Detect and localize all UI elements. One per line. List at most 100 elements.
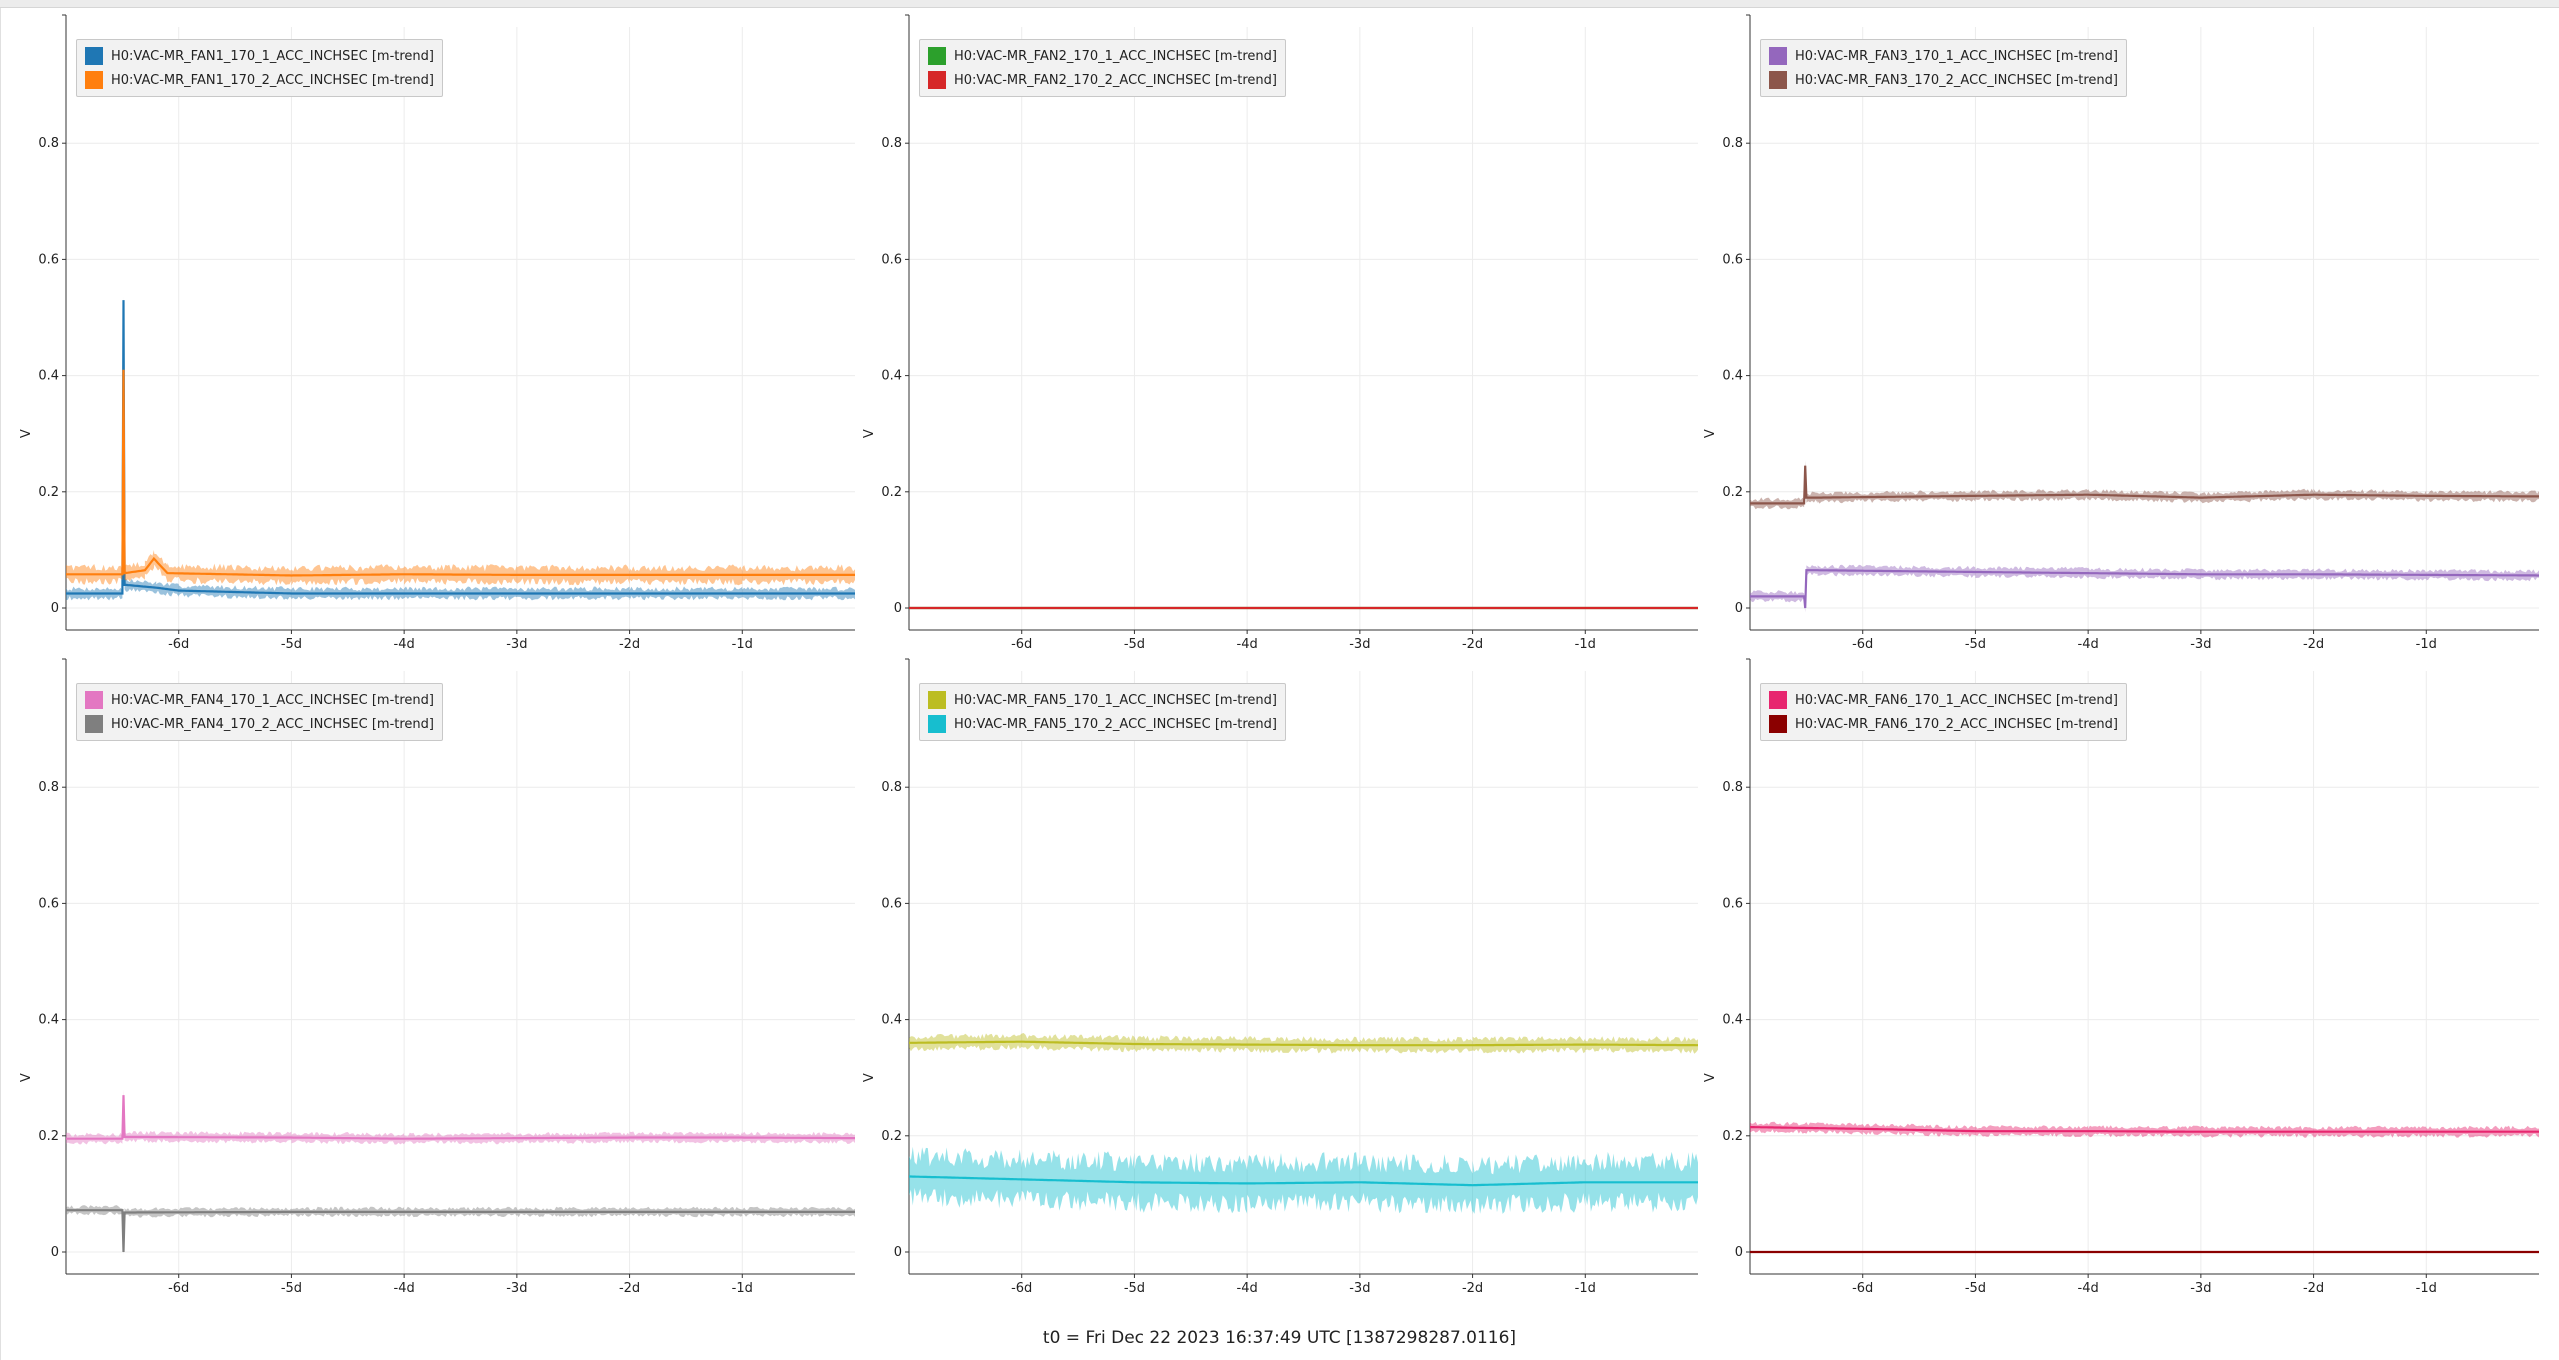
legend-swatch xyxy=(928,691,946,709)
x-tick-label: -6d xyxy=(1011,637,1032,652)
x-tick-label: -2d xyxy=(619,637,640,652)
x-tick-label: -3d xyxy=(1349,637,1370,652)
y-tick-label: 0.2 xyxy=(38,485,59,500)
x-tick-label: -4d xyxy=(2078,1281,2099,1296)
legend-item[interactable]: H0:VAC-MR_FAN4_170_2_ACC_INCHSEC [m-tren… xyxy=(85,712,434,736)
plot-panel: 0 0.2 0.4 0.6 0.8 -6d -5d -4d -3d -2d -1d V H0:VAC-M… xyxy=(1703,14,2554,670)
plot-panel: 0 0.2 0.4 0.6 0.8 -6d -5d -4d -3d -2d -1d V H0:VAC-M… xyxy=(862,14,1713,670)
plot-area: 0 0.2 0.4 0.6 0.8 -6d -5d -4d -3d -2d -1d V xyxy=(19,14,855,652)
y-tick-label: 0.2 xyxy=(881,485,902,500)
x-tick-label: -1d xyxy=(732,1281,753,1296)
plot-canvas: 0 0.2 0.4 0.6 0.8 -6d -5d -4d -3d -2d -1d V xyxy=(862,658,1698,1296)
legend-swatch xyxy=(85,47,103,65)
plot-area: 0 0.2 0.4 0.6 0.8 -6d -5d -4d -3d -2d -1d V xyxy=(1703,658,2539,1296)
plot-panel: 0 0.2 0.4 0.6 0.8 -6d -5d -4d -3d -2d -1d V H0:VAC-M… xyxy=(19,14,870,670)
x-tick-label: -5d xyxy=(281,1281,302,1296)
time-origin-label: t0 = Fri Dec 22 2023 16:37:49 UTC [13872… xyxy=(1042,1328,1517,1348)
legend-label: H0:VAC-MR_FAN6_170_1_ACC_INCHSEC [m-tren… xyxy=(1795,692,2118,708)
y-tick-label: 0 xyxy=(51,1245,59,1260)
y-axis-label: V xyxy=(19,429,34,438)
x-tick-label: -2d xyxy=(2303,1281,2324,1296)
series-band xyxy=(1750,564,2539,613)
legend: H0:VAC-MR_FAN3_170_1_ACC_INCHSEC [m-tren… xyxy=(1760,39,2127,97)
y-tick-label: 0.6 xyxy=(1722,896,1743,911)
y-tick-label: 0.4 xyxy=(881,369,902,384)
y-tick-label: 0.6 xyxy=(38,252,59,267)
x-tick-label: -1d xyxy=(1575,637,1596,652)
legend-item[interactable]: H0:VAC-MR_FAN5_170_1_ACC_INCHSEC [m-tren… xyxy=(928,688,1277,712)
series-line xyxy=(66,1095,855,1140)
y-tick-label: 0.4 xyxy=(38,369,59,384)
y-tick-label: 0.6 xyxy=(1722,252,1743,267)
legend-swatch xyxy=(85,715,103,733)
legend-label: H0:VAC-MR_FAN1_170_1_ACC_INCHSEC [m-tren… xyxy=(111,48,434,64)
plot-canvas: 0 0.2 0.4 0.6 0.8 -6d -5d -4d -3d -2d -1d V xyxy=(19,14,855,652)
y-tick-label: 0.4 xyxy=(38,1013,59,1028)
legend-item[interactable]: H0:VAC-MR_FAN3_170_1_ACC_INCHSEC [m-tren… xyxy=(1769,44,2118,68)
y-tick-label: 0.6 xyxy=(38,896,59,911)
legend-swatch xyxy=(928,715,946,733)
legend-label: H0:VAC-MR_FAN6_170_2_ACC_INCHSEC [m-tren… xyxy=(1795,716,2118,732)
plot-panel: 0 0.2 0.4 0.6 0.8 -6d -5d -4d -3d -2d -1d V H0:VAC-M… xyxy=(1703,658,2554,1314)
plot-area: 0 0.2 0.4 0.6 0.8 -6d -5d -4d -3d -2d -1d V xyxy=(1703,14,2539,652)
series-band xyxy=(909,1146,1698,1215)
legend-item[interactable]: H0:VAC-MR_FAN1_170_2_ACC_INCHSEC [m-tren… xyxy=(85,68,434,92)
plot-panel: 0 0.2 0.4 0.6 0.8 -6d -5d -4d -3d -2d -1d V H0:VAC-M… xyxy=(19,658,870,1314)
series-line xyxy=(909,1040,1698,1047)
series-band xyxy=(909,1033,1698,1054)
legend-label: H0:VAC-MR_FAN3_170_2_ACC_INCHSEC [m-tren… xyxy=(1795,72,2118,88)
legend-item[interactable]: H0:VAC-MR_FAN5_170_2_ACC_INCHSEC [m-tren… xyxy=(928,712,1277,736)
legend-swatch xyxy=(928,71,946,89)
legend-item[interactable]: H0:VAC-MR_FAN6_170_2_ACC_INCHSEC [m-tren… xyxy=(1769,712,2118,736)
series-line xyxy=(66,300,855,595)
y-tick-label: 0.4 xyxy=(1722,369,1743,384)
x-tick-label: -3d xyxy=(2190,1281,2211,1296)
x-tick-label: -2d xyxy=(619,1281,640,1296)
top-toolbar-strip xyxy=(0,0,2559,8)
series-band xyxy=(66,1205,855,1255)
y-axis-label: V xyxy=(862,429,877,438)
legend-item[interactable]: H0:VAC-MR_FAN1_170_1_ACC_INCHSEC [m-tren… xyxy=(85,44,434,68)
y-tick-label: 0 xyxy=(1735,601,1743,616)
y-axis-label: V xyxy=(19,1073,34,1082)
x-tick-label: -4d xyxy=(1237,637,1258,652)
x-tick-label: -5d xyxy=(1965,1281,1986,1296)
legend-label: H0:VAC-MR_FAN5_170_1_ACC_INCHSEC [m-tren… xyxy=(954,692,1277,708)
series-band xyxy=(1750,460,2539,510)
x-tick-label: -2d xyxy=(1462,637,1483,652)
legend-item[interactable]: H0:VAC-MR_FAN2_170_1_ACC_INCHSEC [m-tren… xyxy=(928,44,1277,68)
x-tick-label: -3d xyxy=(2190,637,2211,652)
legend-swatch xyxy=(1769,47,1787,65)
y-tick-label: 0.8 xyxy=(1722,136,1743,151)
legend-label: H0:VAC-MR_FAN1_170_2_ACC_INCHSEC [m-tren… xyxy=(111,72,434,88)
series-band xyxy=(66,360,855,586)
series-line xyxy=(1750,569,2539,609)
x-tick-label: -6d xyxy=(1852,1281,1873,1296)
x-tick-label: -1d xyxy=(732,637,753,652)
x-tick-label: -2d xyxy=(1462,1281,1483,1296)
legend-label: H0:VAC-MR_FAN4_170_2_ACC_INCHSEC [m-tren… xyxy=(111,716,434,732)
series-band xyxy=(66,1089,855,1145)
legend-item[interactable]: H0:VAC-MR_FAN2_170_2_ACC_INCHSEC [m-tren… xyxy=(928,68,1277,92)
legend-swatch xyxy=(85,691,103,709)
series-band xyxy=(1750,1121,2539,1138)
series-line xyxy=(1750,465,2539,505)
y-tick-label: 0 xyxy=(1735,1245,1743,1260)
x-tick-label: -6d xyxy=(1011,1281,1032,1296)
left-window-edge xyxy=(0,8,1,1360)
legend-label: H0:VAC-MR_FAN2_170_1_ACC_INCHSEC [m-tren… xyxy=(954,48,1277,64)
x-tick-label: -5d xyxy=(1965,637,1986,652)
legend-swatch xyxy=(1769,715,1787,733)
series-line xyxy=(1750,1126,2539,1133)
y-tick-label: 0.8 xyxy=(881,136,902,151)
y-tick-label: 0 xyxy=(51,601,59,616)
x-tick-label: -3d xyxy=(506,637,527,652)
y-tick-label: 0 xyxy=(894,601,902,616)
legend-item[interactable]: H0:VAC-MR_FAN4_170_1_ACC_INCHSEC [m-tren… xyxy=(85,688,434,712)
legend-item[interactable]: H0:VAC-MR_FAN3_170_2_ACC_INCHSEC [m-tren… xyxy=(1769,68,2118,92)
y-axis-label: V xyxy=(1703,1073,1718,1082)
legend-item[interactable]: H0:VAC-MR_FAN6_170_1_ACC_INCHSEC [m-tren… xyxy=(1769,688,2118,712)
series-line xyxy=(909,1175,1698,1187)
plot-canvas: 0 0.2 0.4 0.6 0.8 -6d -5d -4d -3d -2d -1d V xyxy=(862,14,1698,652)
legend: H0:VAC-MR_FAN5_170_1_ACC_INCHSEC [m-tren… xyxy=(919,683,1286,741)
